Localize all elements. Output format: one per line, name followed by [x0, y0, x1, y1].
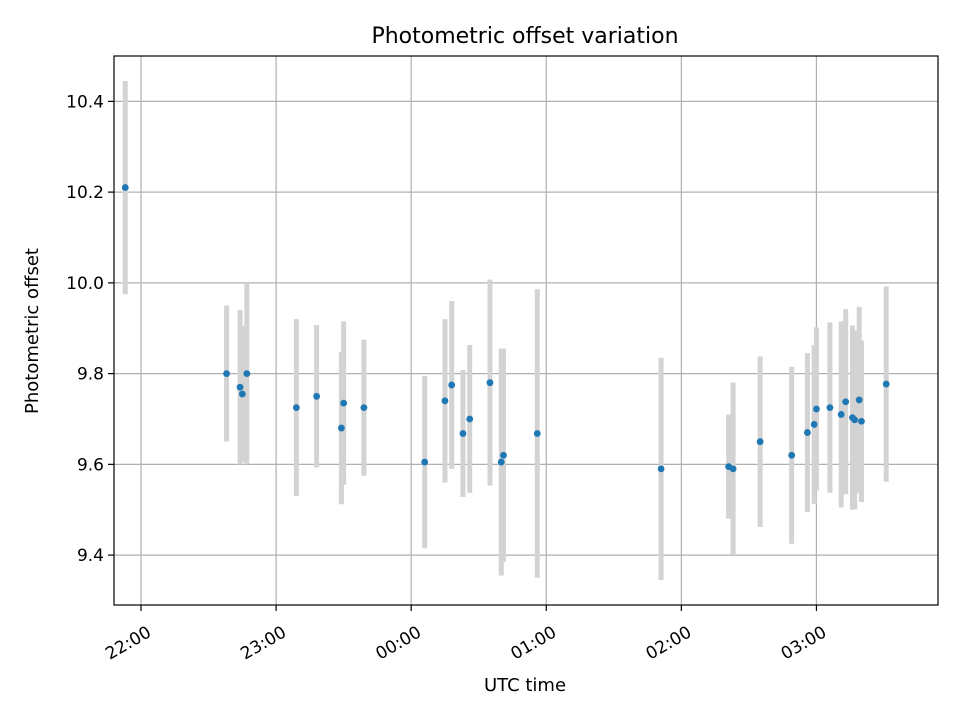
data-point [243, 370, 251, 378]
data-point [855, 396, 863, 404]
error-bars [122, 80, 889, 581]
data-point [459, 430, 467, 437]
plot-frame [113, 55, 939, 606]
data-point [851, 416, 859, 424]
data-point [533, 430, 541, 437]
data-point [810, 421, 818, 428]
data-point [729, 465, 737, 473]
data-point [337, 424, 345, 432]
data-point [292, 404, 300, 412]
x-tick-label: 01:00 [508, 623, 560, 665]
data-point [826, 404, 834, 412]
data-point [421, 458, 429, 466]
y-tick-label: 9.6 [77, 455, 104, 475]
data-point [882, 380, 890, 388]
data-point [858, 417, 865, 425]
data-point [340, 399, 348, 407]
y-tick-label: 10.4 [66, 92, 104, 112]
y-tick-label: 9.4 [77, 546, 104, 566]
data-points [121, 184, 890, 473]
y-axis-label: Photometric offset [22, 248, 43, 414]
data-point [788, 451, 796, 459]
data-point [360, 404, 368, 412]
data-point [313, 392, 321, 400]
x-tick-label: 23:00 [237, 623, 289, 665]
x-axis-ticks: 22:00 23:00 00:00 01:00 02:00 03:00 [102, 605, 830, 664]
x-tick-label: 00:00 [372, 623, 424, 665]
y-tick-label: 10.2 [66, 183, 104, 203]
data-point [466, 415, 474, 423]
data-point [804, 429, 811, 436]
chart-title: Photometric offset variation [371, 24, 678, 49]
data-point [441, 397, 449, 405]
data-point [238, 390, 246, 398]
y-axis-ticks: 9.4 9.6 9.8 10.0 10.2 10.4 [66, 92, 114, 566]
x-tick-label: 03:00 [778, 623, 830, 665]
data-point [497, 458, 505, 466]
y-tick-label: 10.0 [66, 274, 104, 294]
y-tick-label: 9.8 [77, 365, 104, 385]
data-point [756, 438, 764, 446]
data-point [842, 398, 850, 406]
data-point [223, 370, 230, 378]
data-point [448, 381, 456, 389]
x-tick-label: 02:00 [643, 623, 695, 665]
grid [114, 56, 938, 605]
data-point [121, 184, 129, 191]
data-point [657, 465, 665, 473]
data-point [813, 405, 820, 413]
data-point [486, 379, 494, 387]
data-point [500, 451, 507, 459]
x-axis-label: UTC time [484, 675, 566, 696]
data-point [837, 411, 845, 418]
x-tick-label: 22:00 [102, 623, 154, 665]
data-point [236, 383, 244, 391]
